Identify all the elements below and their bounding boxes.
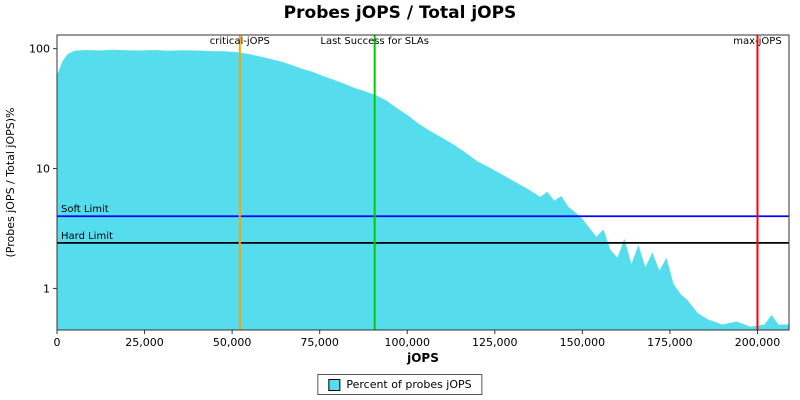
plot-border [56, 34, 790, 331]
x-tick-label-2: 50,000 [213, 336, 252, 349]
x-tick-label-7: 175,000 [647, 336, 693, 349]
vline-label-1: Last Success for SLAs [320, 36, 429, 47]
chart-title: Probes jOPS / Total jOPS [283, 3, 517, 23]
x-tick-label-6: 150,000 [560, 336, 606, 349]
vline-label-0: critical-jOPS [210, 36, 270, 47]
vline-label-2: max-jOPS [733, 36, 781, 47]
legend-label: Percent of probes jOPS [346, 378, 472, 391]
x-tick-label-0: 0 [54, 336, 61, 349]
x-axis-label: jOPS [406, 351, 439, 365]
x-tick-label-8: 200,000 [735, 336, 781, 349]
x-tick-label-4: 100,000 [384, 336, 430, 349]
hline-label-1: Hard Limit [61, 231, 113, 242]
y-tick-label-1: 10 [36, 163, 50, 176]
hline-label-0: Soft Limit [61, 204, 109, 215]
y-tick-label-2: 100 [29, 43, 50, 56]
x-tick-label-5: 125,000 [472, 336, 518, 349]
y-tick-label-0: 1 [43, 282, 50, 295]
chart-legend: Percent of probes jOPS [317, 374, 483, 395]
y-axis-label: (Probes jOPS / Total jOPS)% [4, 107, 17, 257]
legend-swatch-percent-probes [328, 378, 341, 391]
x-tick-label-1: 25,000 [125, 336, 164, 349]
x-tick-label-3: 75,000 [300, 336, 339, 349]
